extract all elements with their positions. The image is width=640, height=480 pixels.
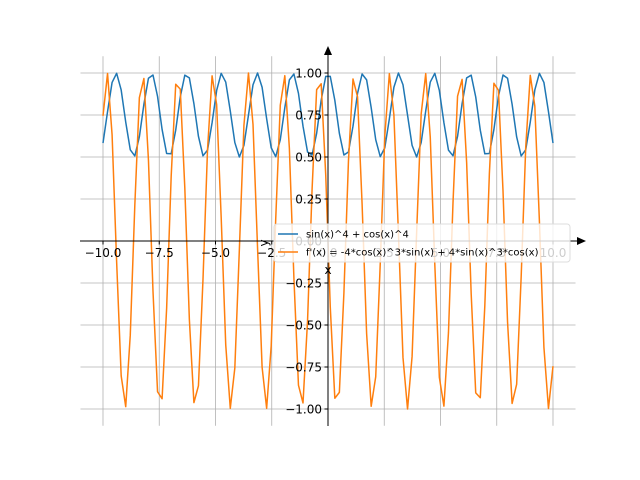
y-tick-label: 0.50: [295, 151, 322, 165]
y-tick-label: −0.50: [285, 319, 322, 333]
y-tick-label: 0.25: [295, 193, 322, 207]
legend-label: sin(x)^4 + cos(x)^4: [306, 230, 409, 241]
y-axis-label: y: [257, 239, 271, 246]
y-tick-label: −1.00: [285, 403, 322, 417]
x-axis-arrow: [577, 237, 586, 245]
y-axis-arrow: [324, 46, 332, 55]
x-tick-label: −5.0: [201, 246, 230, 260]
y-tick-label: 1.00: [295, 67, 322, 81]
x-tick-label: −7.5: [145, 246, 174, 260]
legend-box: [273, 223, 571, 263]
legend: sin(x)^4 + cos(x)^4 f'(x) = -4*cos(x)^3*s…: [273, 223, 571, 263]
y-tick-label: −0.75: [285, 361, 322, 375]
x-tick-label: −10.0: [85, 246, 122, 260]
y-tick-label: 0.75: [295, 109, 322, 123]
y-tick-label: −0.25: [285, 277, 322, 291]
legend-label: f'(x) = -4*cos(x)^3*sin(x) + 4*sin(x)^3*…: [306, 248, 539, 259]
x-axis-label: x: [324, 263, 331, 277]
